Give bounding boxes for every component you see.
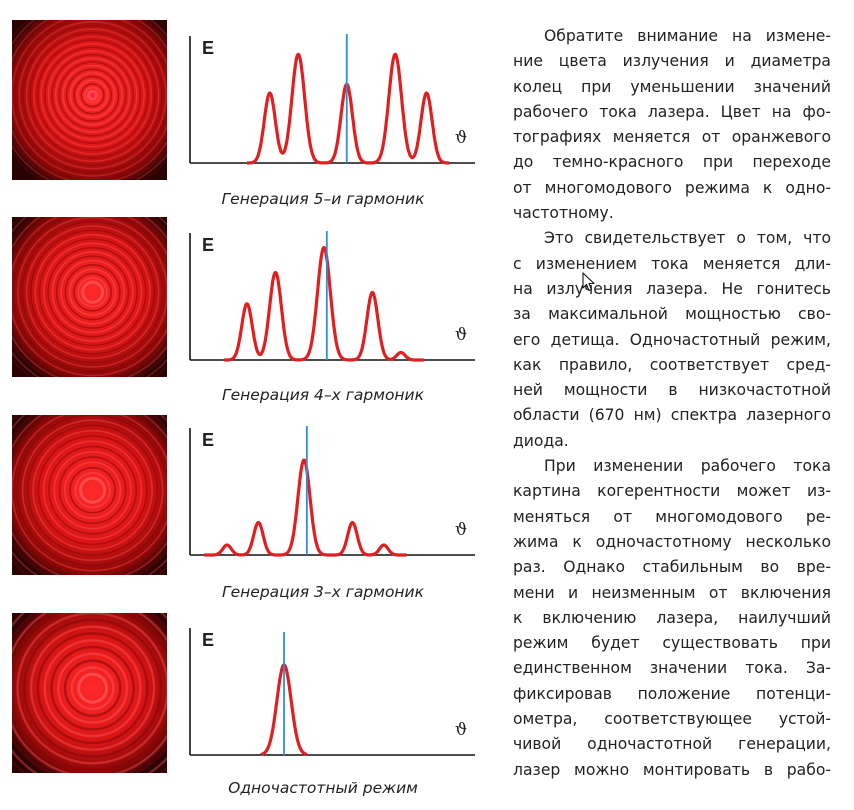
article-text: Обратите внимание на измене-ние цвета из… [513, 24, 831, 783]
text-line: за максимальной мощностью сво- [513, 305, 831, 324]
mouse-cursor-icon [582, 272, 595, 292]
text-line: ометра, соответствующее устой- [513, 710, 831, 729]
spectrum-curve [223, 245, 425, 362]
text-line: чивой одночастотной генерации, [513, 735, 831, 754]
y-axis-label: E [202, 38, 214, 58]
text-line: к включению лазера, наилучший [513, 608, 831, 627]
interference-photo-4 [12, 613, 167, 773]
interference-photo-3 [12, 415, 167, 575]
spectrum-plot-4: Eϑ [189, 628, 475, 756]
text-line: раз. Однако стабильным во вре- [513, 558, 831, 577]
caption-3: Генерация 3–х гармоник [222, 583, 424, 601]
y-axis-label: E [202, 235, 214, 255]
text-line: Обратите внимание на измене- [544, 27, 831, 45]
caption-2: Генерация 4–х гармоник [222, 386, 424, 404]
x-axis-label: ϑ [455, 720, 467, 740]
text-line: частотному. [513, 204, 614, 223]
text-line: единственном значении тока. За- [513, 659, 831, 678]
text-line: с изменением тока меняется дли- [513, 254, 831, 273]
text-line: тографиях меняется от оранжевого [513, 128, 831, 147]
text-line: его детища. Одночастотный режим, [513, 330, 831, 349]
text-line: колец при уменьшении значений [513, 77, 831, 96]
text-line: мени и неизменным от включения [513, 583, 831, 602]
spectrum-plot-2: Eϑ [189, 231, 475, 362]
text-line: диода. [513, 431, 569, 450]
spectrum-curve [203, 458, 408, 557]
text-line: При изменении рабочего тока [544, 457, 831, 476]
text-line: как правило, соответствует сред- [513, 355, 831, 374]
x-axis-label: ϑ [455, 128, 467, 148]
text-line: меняться от многомодового ре- [513, 507, 831, 526]
text-line: рабочего тока лазера. Цвет на фо- [513, 102, 831, 121]
spectrum-plot-1: Eϑ [189, 34, 475, 165]
text-line: области (670 нм) спектра лазерного [513, 406, 831, 425]
spectrum-plot-3: Eϑ [189, 426, 475, 557]
x-axis-label: ϑ [455, 325, 467, 345]
text-line: до темно-красного при переходе [513, 153, 831, 172]
caption-1: Генерация 5–и гармоник [221, 190, 425, 208]
text-line: режим будет существовать при [513, 634, 831, 653]
text-line: ней мощности в низкочастотной [513, 381, 831, 400]
text-line: ние цвета излучения и диаметра [513, 52, 831, 71]
text-line: лазер можно монтировать в рабо- [513, 760, 831, 779]
x-axis-label: ϑ [455, 520, 467, 540]
text-line: от многомодового режима к одно- [513, 178, 831, 197]
interference-photo-1 [12, 20, 167, 180]
text-line: картина когерентности может из- [513, 482, 831, 501]
text-line: на излучения лазера. Не гонитесь [513, 279, 831, 298]
y-axis-label: E [202, 630, 214, 650]
spectrum-curve [246, 52, 451, 165]
y-axis-label: E [202, 430, 214, 450]
text-line: фиксировав положение потенци- [513, 684, 831, 703]
caption-4: Одночастотный режим [228, 779, 418, 797]
interference-photo-2 [12, 217, 167, 377]
text-line: Это свидетельствует о том, что [544, 229, 831, 248]
text-line: жима к одночастотному несколько [513, 532, 831, 551]
